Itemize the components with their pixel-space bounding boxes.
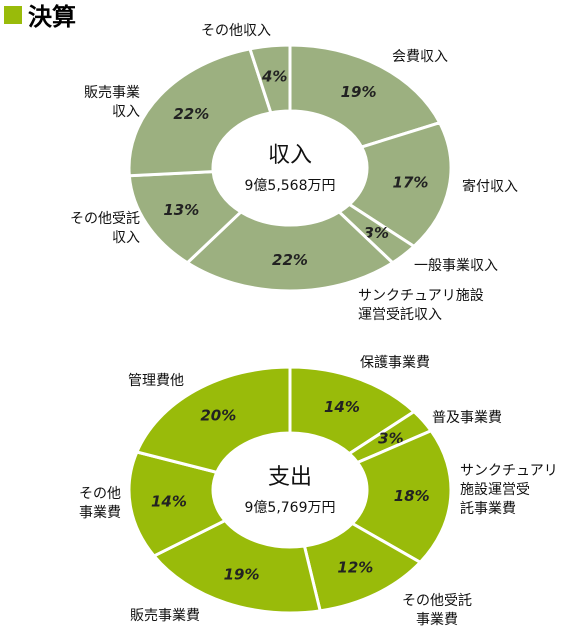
- category-label: 会費収入: [392, 49, 448, 65]
- value-label: 14%: [151, 493, 187, 511]
- value-label: 17%: [393, 173, 429, 191]
- chart-subtitle: 9億5,568万円: [245, 178, 336, 194]
- value-label: 3%: [378, 429, 403, 447]
- value-label: 18%: [394, 487, 430, 505]
- page-title: 決算: [28, 3, 76, 31]
- value-label: 19%: [341, 83, 377, 101]
- category-label: 管理費他: [128, 373, 184, 389]
- donut-slice: [184, 210, 396, 293]
- category-label: 販売事業費: [130, 608, 200, 624]
- donut-slice: [346, 120, 453, 249]
- header-marker: [4, 6, 22, 24]
- chart-title: 収入: [268, 143, 312, 168]
- category-label: 寄付収入: [462, 179, 518, 195]
- value-label: 4%: [261, 68, 287, 86]
- value-label: 3%: [364, 224, 389, 242]
- value-label: 22%: [272, 251, 308, 269]
- donut-slice: [134, 365, 292, 475]
- value-label: 20%: [200, 407, 236, 425]
- category-label: サンクチュアリ施設 運営受託収入: [358, 288, 484, 323]
- category-label: その他受託 事業費: [402, 593, 472, 628]
- donut-slice: [248, 43, 292, 115]
- value-label: 13%: [163, 201, 199, 219]
- value-label: 22%: [173, 105, 209, 123]
- category-label: その他収入: [201, 23, 271, 39]
- chart-title: 支出: [268, 465, 312, 490]
- category-label: 一般事業収入: [414, 258, 498, 274]
- donut-slice: [288, 43, 442, 149]
- chart-subtitle: 9億5,769万円: [245, 500, 336, 516]
- value-label: 12%: [337, 559, 373, 577]
- category-label: 保護事業費: [360, 355, 430, 371]
- category-label: その他 事業費: [79, 486, 121, 521]
- category-label: サンクチュアリ 施設運営受 託事業費: [460, 463, 558, 517]
- donut-slice: [151, 518, 323, 615]
- value-label: 14%: [324, 398, 360, 416]
- category-label: 販売事業 収入: [84, 85, 140, 120]
- category-label: 普及事業費: [432, 410, 502, 426]
- donut-slice: [349, 428, 453, 565]
- value-label: 19%: [224, 565, 260, 583]
- donut-slice: [127, 47, 273, 178]
- category-label: その他受託 収入: [70, 211, 140, 246]
